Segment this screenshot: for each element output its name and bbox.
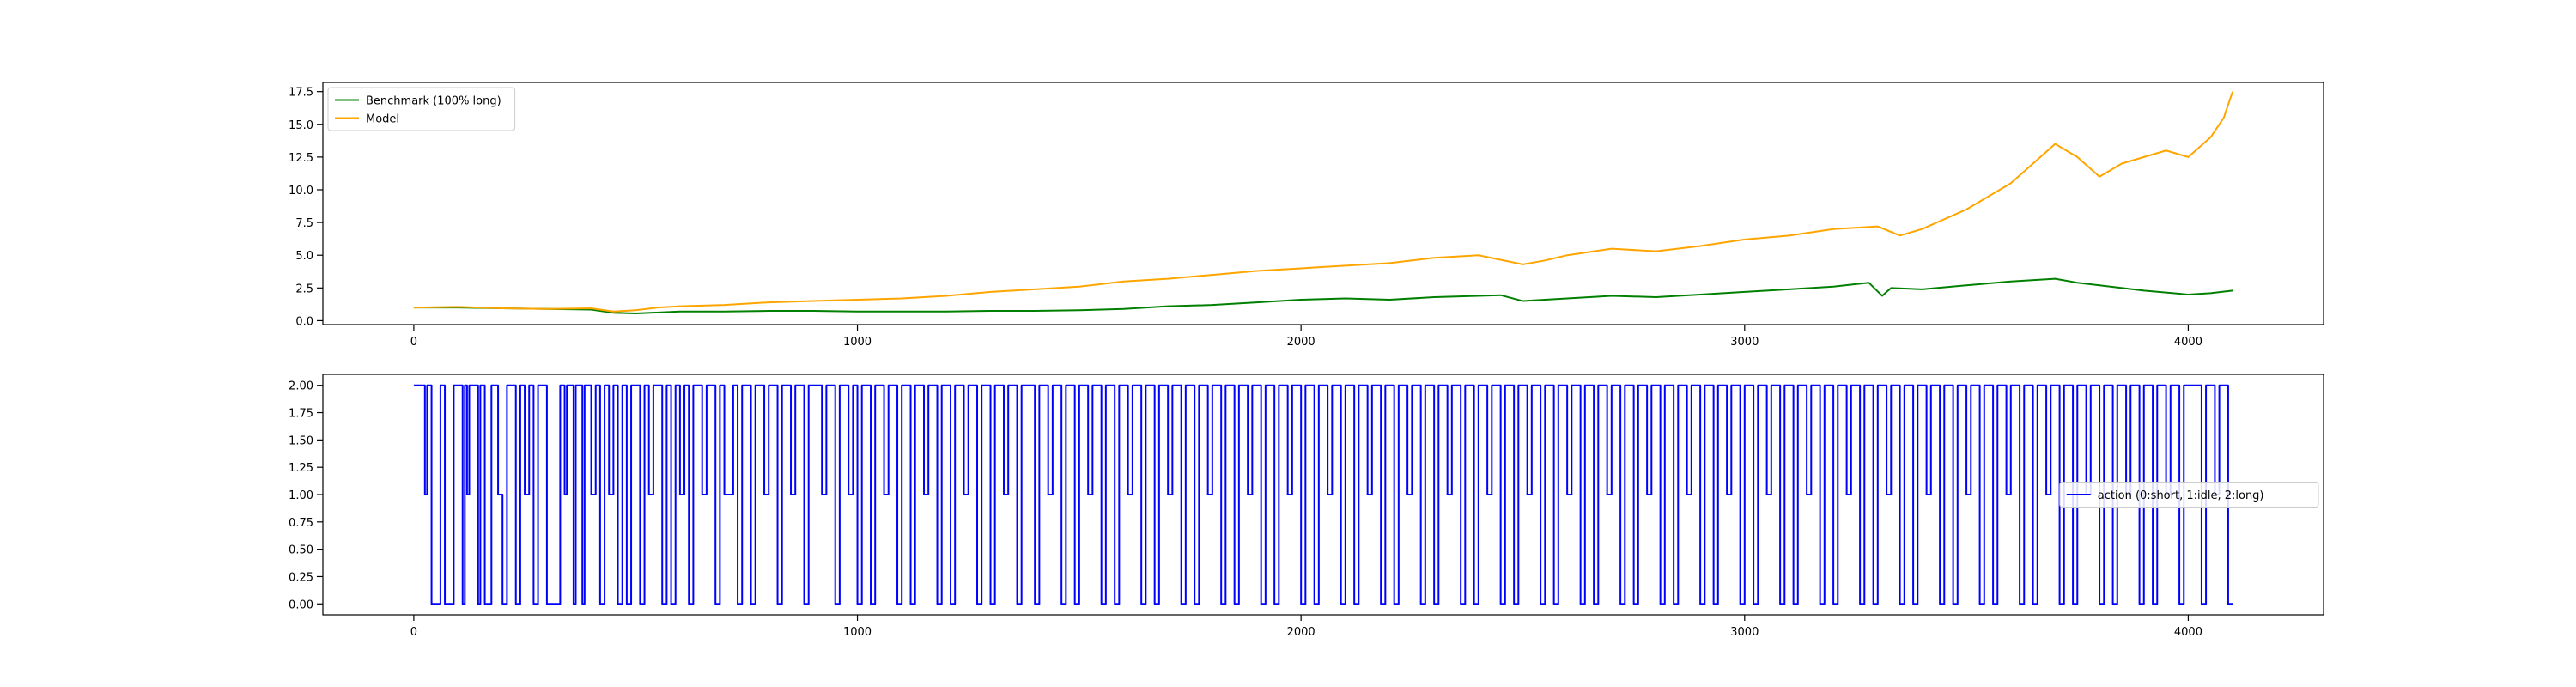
y-tick-label: 1.00 bbox=[289, 489, 313, 502]
x-tick-label: 3000 bbox=[1730, 336, 1759, 349]
x-tick-label: 4000 bbox=[2174, 336, 2202, 349]
y-tick-label: 0.0 bbox=[295, 315, 313, 328]
y-tick-label: 5.0 bbox=[295, 250, 313, 263]
legend-box bbox=[2059, 482, 2319, 508]
y-tick-label: 2.00 bbox=[289, 380, 313, 393]
x-tick-label: 2000 bbox=[1287, 626, 1315, 639]
x-tick-label: 1000 bbox=[843, 626, 872, 639]
y-tick-label: 12.5 bbox=[289, 152, 313, 165]
y-tick-label: 0.00 bbox=[289, 599, 313, 611]
series-line-action bbox=[413, 384, 2233, 605]
x-tick-label: 4000 bbox=[2174, 626, 2202, 639]
y-tick-label: 7.5 bbox=[295, 217, 313, 230]
x-tick-label: 0 bbox=[410, 626, 417, 639]
legend-label: Model bbox=[366, 113, 399, 126]
legend: Benchmark (100% long) Model bbox=[327, 87, 516, 131]
legend: action (0:short, 1:idle, 2:long) bbox=[2059, 482, 2319, 508]
series-line-model bbox=[413, 91, 2234, 313]
y-tick-label: 10.0 bbox=[289, 185, 313, 198]
x-tick-label: 2000 bbox=[1287, 336, 1315, 349]
bottom-chart-panel: 0 1000 2000 3000 4000 0.00 0.25 0.50 0.75 1.00 1.2… bbox=[289, 374, 2324, 639]
y-tick-label: 15.0 bbox=[289, 119, 313, 132]
legend-label: Benchmark (100% long) bbox=[366, 95, 501, 108]
x-tick-label: 0 bbox=[410, 336, 417, 349]
y-tick-label: 1.25 bbox=[289, 462, 313, 475]
y-tick-label: 17.5 bbox=[289, 87, 313, 100]
y-tick-label: 2.5 bbox=[295, 283, 313, 295]
y-tick-label: 1.50 bbox=[289, 435, 313, 447]
axes-frame bbox=[322, 82, 2324, 325]
legend-label: action (0:short, 1:idle, 2:long) bbox=[2098, 489, 2264, 502]
y-tick-label: 0.25 bbox=[289, 571, 313, 584]
x-tick-label: 3000 bbox=[1730, 626, 1759, 639]
series-line-benchmark bbox=[413, 277, 2233, 315]
legend-box bbox=[327, 87, 516, 131]
y-tick-label: 1.75 bbox=[289, 408, 313, 421]
y-tick-label: 0.75 bbox=[289, 517, 313, 530]
y-tick-label: 0.50 bbox=[289, 544, 313, 557]
top-chart-panel: 0 1000 2000 3000 4000 0.0 2.5 5.0 7.5 10.0 12.5 15.… bbox=[289, 82, 2324, 349]
x-tick-label: 1000 bbox=[843, 336, 872, 349]
